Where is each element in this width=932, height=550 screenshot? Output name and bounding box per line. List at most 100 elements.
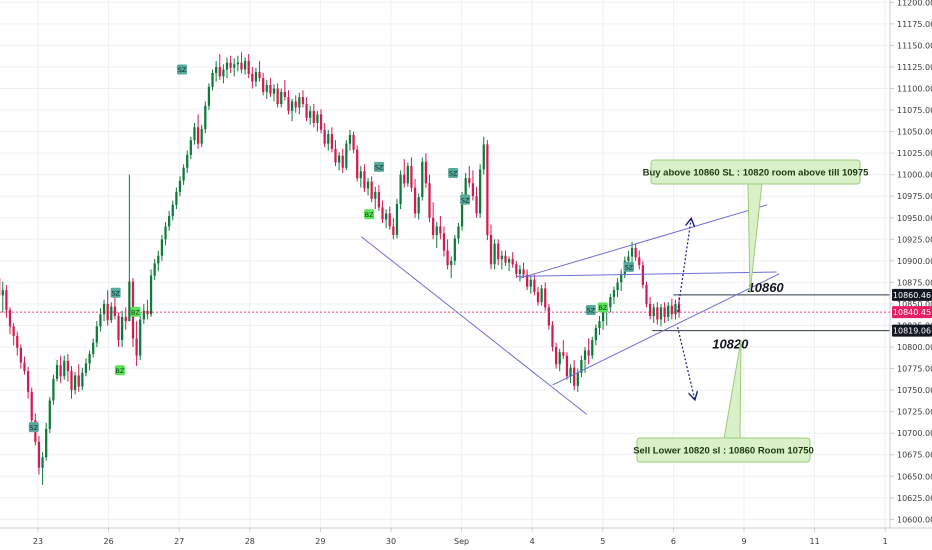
- candle-body: [117, 316, 120, 341]
- candle-body: [439, 226, 442, 234]
- level-label-high: 10860: [748, 280, 785, 295]
- candle-body: [283, 91, 286, 98]
- candle-body: [356, 149, 359, 179]
- candle-body: [41, 457, 44, 468]
- price-axis-tick-label: 11075.00: [897, 106, 932, 115]
- price-axis-tick-label: 10700.00: [897, 429, 932, 438]
- candle-body: [482, 144, 485, 170]
- callout-seam: [652, 180, 859, 183]
- candle-body: [164, 226, 167, 240]
- candle-body: [395, 203, 399, 235]
- price-axis-tick-label: 10625.00: [897, 494, 932, 503]
- candle-body: [196, 127, 200, 144]
- channel-lower[interactable]: [552, 273, 780, 386]
- candle-body: [168, 216, 171, 227]
- candle-body: [128, 281, 131, 322]
- candle-body: [576, 372, 579, 386]
- candle-body: [287, 97, 290, 111]
- candle-body: [601, 311, 605, 322]
- callout-text: Buy above 10860 SL : 10820 room above ti…: [643, 168, 870, 179]
- candle-body: [428, 183, 431, 218]
- price-axis-tick-label: 11050.00: [897, 128, 932, 137]
- channel-upper[interactable]: [515, 271, 777, 277]
- signal-label-text: SZ: [449, 170, 458, 178]
- price-axis-tick-label: 10600.00: [897, 515, 932, 524]
- price-marker-label: 10860.46: [893, 291, 931, 300]
- candle-body: [37, 441, 41, 468]
- callout-text: Sell Lower 10820 sl : 10860 Room 10750: [633, 446, 814, 457]
- price-marker[interactable]: 10840.45: [892, 306, 932, 319]
- candle-body: [16, 335, 19, 348]
- candle-body: [240, 62, 243, 70]
- notes: 10860 10820 Buy above 10860 SL : 10820 roo…: [633, 159, 870, 463]
- candle-body: [366, 181, 370, 189]
- candle-body: [23, 362, 26, 372]
- signal-badge: [585, 304, 596, 315]
- candle-body: [468, 178, 471, 184]
- signal-badge: [177, 64, 188, 75]
- candle-body: [200, 128, 203, 144]
- candle-body: [493, 243, 496, 265]
- signal-badge: [460, 194, 471, 205]
- candle-body: [421, 161, 424, 198]
- price-axis-tick-label: 10725.00: [897, 408, 932, 417]
- candle-body: [536, 291, 540, 303]
- channel-upper-edge[interactable]: [520, 204, 768, 279]
- candle-body: [309, 110, 312, 118]
- candle-body: [475, 196, 478, 214]
- trendline-down[interactable]: [361, 236, 587, 415]
- candle-body: [66, 360, 70, 372]
- callout-box: [636, 437, 811, 463]
- sell-signal-label: SZ: [623, 261, 634, 272]
- price-axis-tick-label: 11200.00: [897, 0, 932, 7]
- buy-signal-label: BZ: [130, 306, 141, 317]
- candle-body: [330, 134, 333, 149]
- candle-body: [146, 310, 149, 315]
- candle-body: [551, 325, 554, 348]
- arrow-down[interactable]: [677, 327, 695, 399]
- arrow-up[interactable]: [677, 219, 691, 312]
- candle-body: [598, 321, 601, 329]
- candle-body: [413, 187, 417, 214]
- signal-label-text: SZ: [625, 263, 634, 271]
- signal-badge: [597, 302, 608, 313]
- candle-body: [113, 306, 117, 316]
- candle-body: [52, 378, 55, 401]
- price-marker[interactable]: 10860.46: [892, 288, 932, 301]
- sell-signal-label: SZ: [177, 64, 188, 75]
- price-axis-tick-label: 11025.00: [897, 149, 932, 158]
- sell-callout[interactable]: Sell Lower 10820 sl : 10860 Room 10750: [633, 339, 814, 463]
- candle-body: [489, 234, 493, 265]
- candle-body: [81, 372, 84, 387]
- price-marker-label: 10819.06: [893, 327, 931, 336]
- candle-body: [73, 375, 77, 391]
- signal-badge: [373, 161, 384, 172]
- signal-label-text: SZ: [178, 66, 187, 74]
- candle-body: [99, 314, 102, 327]
- price-marker-badge: [892, 288, 932, 301]
- price-marker[interactable]: 10819.06: [892, 324, 932, 337]
- candle-body: [616, 282, 619, 291]
- candle-body: [298, 97, 301, 108]
- candle-body: [634, 247, 637, 258]
- candle-body: [5, 290, 8, 310]
- candle-body: [667, 305, 670, 317]
- time-axis-tick-label: 28: [245, 537, 255, 546]
- candle-body: [533, 279, 536, 292]
- candle-body: [84, 363, 88, 373]
- time-axis-tick-label: 27: [174, 537, 184, 546]
- price-marker-badge: [892, 324, 932, 337]
- candle-body: [305, 104, 308, 118]
- candle-body: [497, 243, 500, 260]
- time-axis-tick-label: 4: [530, 537, 535, 546]
- candle-body: [583, 350, 587, 360]
- time-axis-tick-label: 6: [671, 537, 676, 546]
- buy-callout[interactable]: Buy above 10860 SL : 10820 room above ti…: [643, 159, 870, 294]
- signal-label-text: BZ: [131, 308, 140, 316]
- price-axis-tick-label: 11125.00: [897, 63, 932, 72]
- candle-body: [26, 371, 30, 392]
- sell-signal-label: SZ: [448, 167, 459, 178]
